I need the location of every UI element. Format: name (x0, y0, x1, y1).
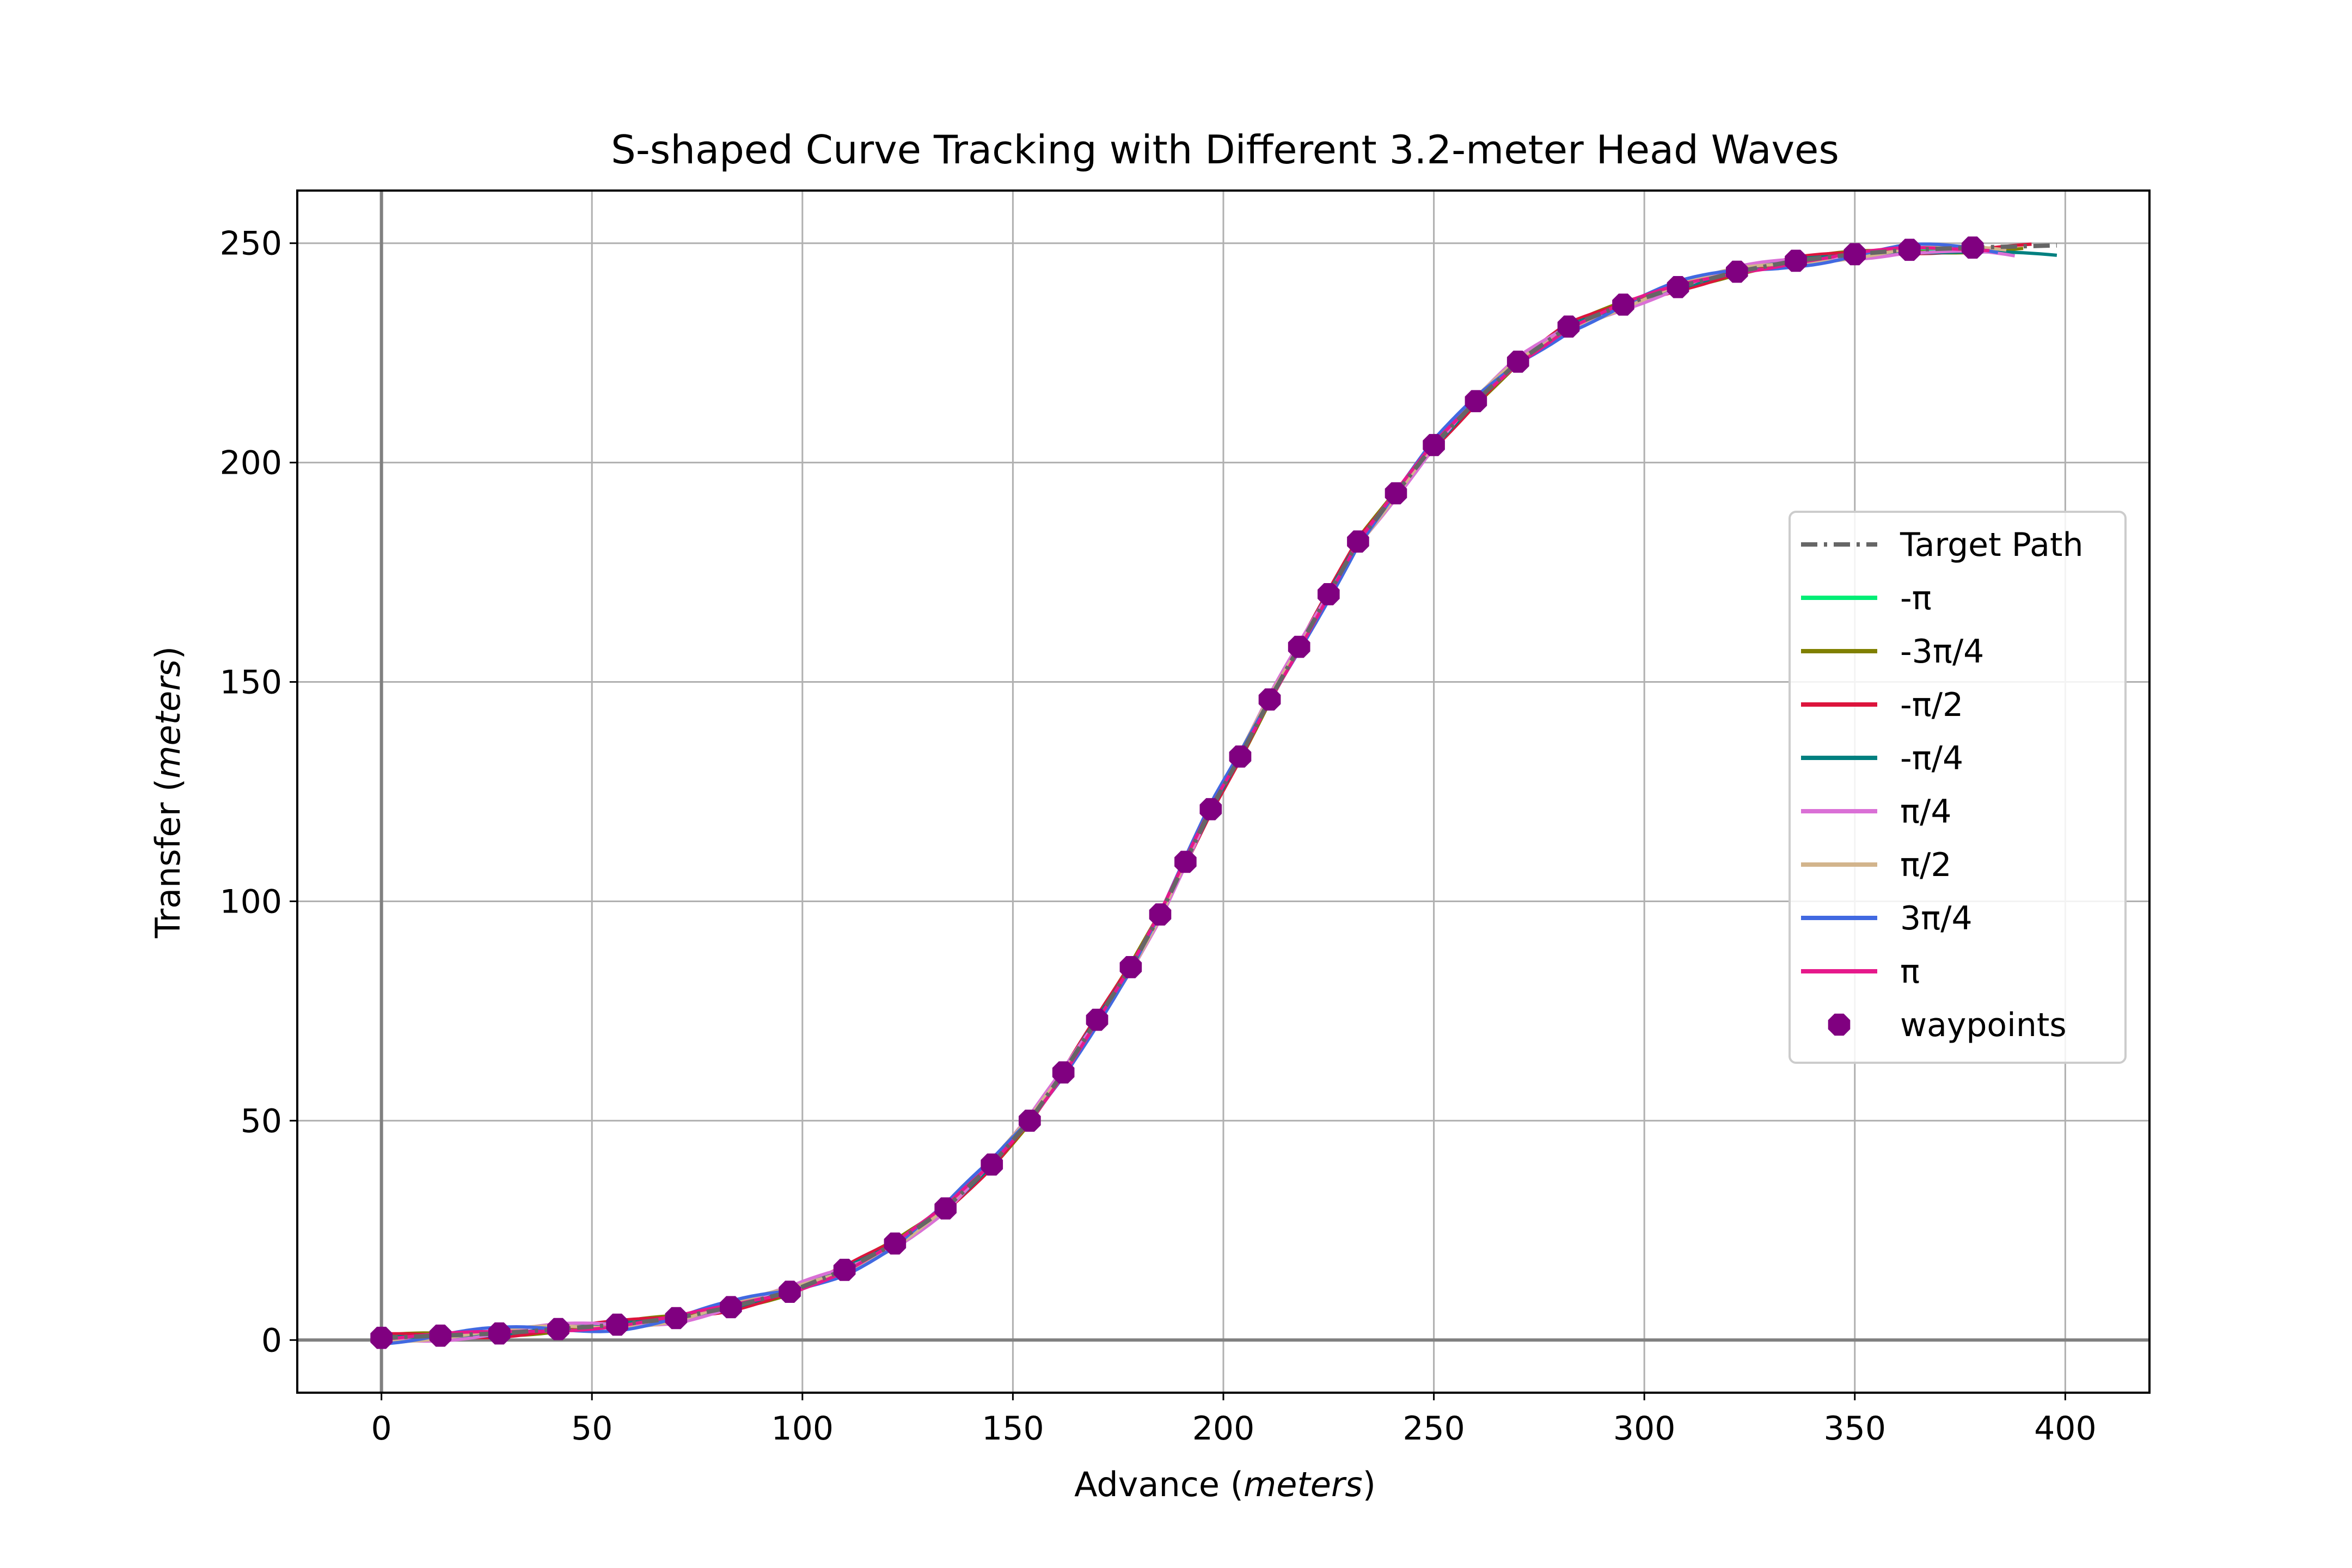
waypoint-marker (1961, 236, 1984, 259)
waypoint-marker (665, 1307, 688, 1330)
waypoint-marker (1019, 1110, 1041, 1132)
waypoint-marker (1086, 1008, 1108, 1031)
waypoint-marker (1347, 530, 1369, 553)
waypoint-marker (1785, 249, 1807, 272)
y-tick-label: 100 (219, 883, 282, 921)
waypoint-marker (370, 1326, 393, 1349)
x-tick-label: 250 (1402, 1410, 1465, 1448)
y-tick-label: 250 (219, 225, 282, 263)
waypoint-marker (1557, 315, 1580, 338)
legend-label: 3π/4 (1900, 899, 1973, 938)
x-axis-label-unit-open: ( (1230, 1465, 1244, 1504)
x-axis-label-unit-close: ) (1363, 1465, 1376, 1504)
plot-area: 0 50 100 150 200 250 300 350 400 0 50 100 150 200 250 (219, 189, 2151, 1448)
y-tick-label: 200 (219, 444, 282, 482)
legend-label: Target Path (1900, 526, 2084, 564)
waypoint-marker (720, 1296, 742, 1319)
x-tick-label: 300 (1613, 1410, 1676, 1448)
waypoint-marker (1174, 850, 1197, 873)
y-axis-label-unit-open: ( (148, 779, 188, 792)
legend-box (1788, 511, 2127, 1064)
x-axis-ticks: 0 50 100 150 200 250 300 350 400 (371, 1393, 2097, 1448)
legend-label: -π/4 (1900, 739, 1963, 777)
y-axis-ticks: 0 50 100 150 200 250 (219, 225, 297, 1359)
y-axis-label-unit: meters (148, 659, 188, 779)
legend-label: -π (1900, 579, 1932, 617)
waypoint-marker (606, 1313, 628, 1336)
legend-label: -π/2 (1900, 686, 1963, 724)
y-axis-label-main: Transfer (148, 802, 188, 939)
waypoint-marker (1667, 276, 1689, 298)
chart-title: S-shaped Curve Tracking with Different 3… (611, 127, 1839, 173)
waypoint-marker (1726, 260, 1748, 283)
waypoint-marker (1423, 434, 1445, 456)
waypoint-marker (429, 1324, 452, 1347)
y-axis-label-unit-close: ) (148, 646, 188, 659)
waypoint-marker (547, 1318, 569, 1340)
x-tick-label: 150 (982, 1410, 1044, 1448)
legend-swatch (1828, 1013, 1851, 1036)
waypoint-marker (1385, 482, 1407, 505)
x-axis-label: Advance (meters) (1074, 1465, 1376, 1504)
waypoint-marker (1149, 903, 1172, 926)
legend-items: Target Path -π -3π/4 -π/2 -π/4 π/4 π/2 3π/4 π way… (1801, 526, 2084, 1044)
waypoint-marker (1288, 635, 1310, 658)
waypoint-marker (884, 1232, 906, 1255)
x-tick-label: 50 (571, 1410, 612, 1448)
y-tick-label: 0 (261, 1321, 282, 1359)
waypoint-marker (1229, 745, 1252, 768)
legend: Target Path -π -3π/4 -π/2 -π/4 π/4 π/2 3π/4 π way… (1788, 511, 2127, 1064)
waypoint-marker (1843, 243, 1866, 266)
waypoint-marker (1506, 351, 1529, 373)
y-axis-label: Transfer (meters) (148, 646, 188, 939)
waypoint-marker (488, 1322, 511, 1345)
waypoint-marker (934, 1197, 957, 1220)
waypoint-marker (1199, 798, 1222, 820)
waypoint-marker (1318, 583, 1340, 605)
waypoint-marker (833, 1259, 856, 1281)
waypoint-marker (1612, 293, 1634, 316)
legend-label: waypoints (1900, 1006, 2067, 1044)
waypoint-marker (1898, 238, 1921, 261)
legend-label: π/4 (1900, 793, 1952, 831)
waypoint-marker (779, 1281, 801, 1303)
legend-label: π/2 (1900, 846, 1952, 884)
waypoint-marker (1465, 390, 1487, 413)
waypoint-marker (981, 1153, 1003, 1176)
zero-axis-lines (297, 191, 2149, 1393)
x-tick-label: 0 (371, 1410, 392, 1448)
legend-label: π (1900, 953, 1920, 991)
x-tick-label: 200 (1192, 1410, 1255, 1448)
x-tick-label: 350 (1824, 1410, 1886, 1448)
waypoint-marker (1052, 1061, 1075, 1084)
x-tick-label: 400 (2034, 1410, 2097, 1448)
x-axis-label-unit: meters (1244, 1465, 1363, 1504)
y-tick-label: 50 (241, 1102, 282, 1140)
legend-label: -3π/4 (1900, 633, 1984, 671)
waypoint-marker (1258, 688, 1281, 711)
waypoint-markers (370, 236, 1984, 1349)
waypoint-marker (1119, 956, 1142, 978)
x-axis-label-main: Advance (1074, 1465, 1220, 1504)
y-tick-label: 150 (219, 664, 282, 702)
x-tick-label: 100 (771, 1410, 834, 1448)
